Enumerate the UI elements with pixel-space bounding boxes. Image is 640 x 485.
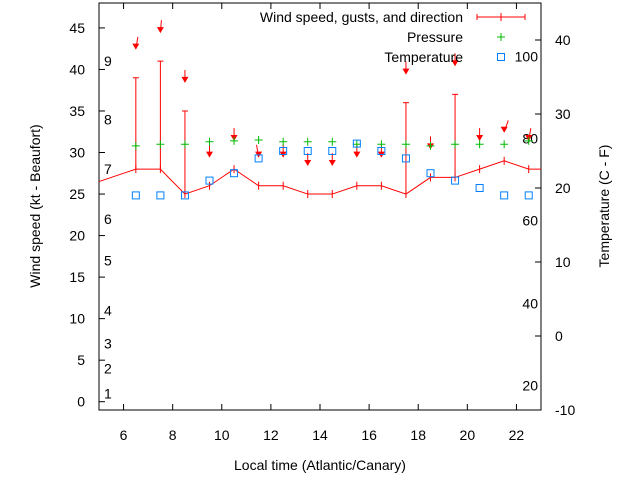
x-tick-label: 22	[509, 427, 525, 443]
wind-speed-line	[98, 160, 541, 195]
pressure-point	[377, 140, 386, 149]
wind-direction-arrowhead	[304, 159, 312, 166]
legend-label-temperature: Temperature	[384, 49, 463, 65]
x-tick-label: 18	[410, 427, 426, 443]
beaufort-label: 3	[104, 336, 112, 352]
wind-direction-arrowhead	[181, 76, 189, 83]
y-tick-label: 10	[69, 311, 85, 327]
temperature-point	[524, 191, 533, 200]
y-tick-label: 20	[69, 228, 85, 244]
legend-pressure-marker	[497, 33, 505, 41]
pressure-point	[156, 140, 165, 149]
temperature-point	[131, 191, 140, 200]
y2-tick-label: 20	[555, 180, 571, 196]
pressure-point	[180, 140, 189, 149]
temperature-point	[451, 176, 460, 185]
beaufort-label: 5	[104, 252, 112, 268]
x-tick-label: 6	[120, 427, 128, 443]
x-tick-label: 16	[361, 427, 377, 443]
plot-frame	[98, 2, 542, 411]
beaufort-label: 1	[104, 385, 112, 401]
pressure-point	[303, 137, 312, 146]
temperature-point	[328, 147, 337, 155]
y-axis-label: Wind speed (kt - Beaufort)	[27, 124, 43, 287]
x-tick-label: 20	[460, 427, 476, 443]
beaufort-label: 9	[104, 53, 112, 69]
temperature-point	[500, 191, 509, 200]
pressure-point	[500, 140, 509, 149]
beaufort-label: 6	[104, 211, 112, 227]
wind-direction-arrowhead	[206, 151, 213, 158]
pressure-point	[451, 140, 460, 149]
temperature-point	[426, 169, 435, 178]
y-tick-label: 45	[69, 20, 85, 36]
x-tick-label: 10	[214, 427, 230, 443]
wind-direction-arrowhead	[402, 68, 410, 75]
temperature-point	[180, 191, 189, 200]
temperature-point	[230, 169, 239, 178]
legend-temperature-marker	[497, 53, 505, 61]
y-tick-label: 40	[69, 61, 85, 77]
y-tick-label: 5	[77, 352, 85, 368]
y2-tick-label: 40	[555, 32, 571, 48]
y2-axis-label: Temperature (C - F)	[596, 145, 612, 268]
wind-direction-arrowhead	[156, 27, 164, 34]
pressure-point	[426, 141, 435, 150]
y-tick-label: 0	[77, 394, 85, 410]
pressure-point	[328, 137, 337, 146]
pressure-point	[131, 141, 140, 150]
y-tick-label: 30	[69, 145, 85, 161]
pressure-point	[401, 140, 410, 149]
beaufort-label: 8	[104, 111, 112, 127]
y2-tick-label: 30	[555, 106, 571, 122]
temperature-point	[254, 154, 263, 163]
fahrenheit-label: 80	[522, 130, 538, 146]
x-tick-label: 14	[312, 427, 328, 443]
temperature-point	[205, 176, 214, 185]
y-tick-label: 15	[69, 269, 85, 285]
temperature-point	[303, 147, 312, 155]
pressure-point	[230, 136, 239, 145]
beaufort-label: 4	[104, 302, 112, 318]
wind-direction-arrowhead	[500, 126, 508, 133]
wind-direction-arrowhead	[476, 135, 484, 142]
fahrenheit-label: 100	[515, 48, 539, 64]
legend-label-wind: Wind speed, gusts, and direction	[260, 9, 463, 25]
y2-tick-label: 10	[555, 254, 571, 270]
x-axis-label: Local time (Atlantic/Canary)	[234, 457, 406, 473]
temperature-point	[352, 139, 361, 148]
fahrenheit-label: 40	[522, 295, 538, 311]
pressure-point	[475, 140, 484, 149]
beaufort-label: 2	[104, 360, 112, 376]
pressure-point	[524, 136, 533, 145]
temperature-point	[377, 147, 386, 155]
x-tick-label: 12	[263, 427, 279, 443]
y2-tick-label: -10	[555, 402, 575, 418]
beaufort-label: 7	[104, 161, 112, 177]
fahrenheit-label: 60	[522, 213, 538, 229]
wind-direction-arrowhead	[328, 159, 336, 166]
temperature-point	[475, 184, 484, 192]
temperature-point	[156, 191, 165, 200]
pressure-point	[205, 137, 214, 146]
wind-direction-arrowhead	[353, 151, 361, 158]
wind-direction-arrowhead	[451, 60, 459, 67]
temperature-point	[401, 154, 410, 163]
pressure-point	[254, 136, 263, 145]
y-tick-label: 25	[69, 186, 85, 202]
temperature-point	[279, 147, 288, 155]
y-tick-label: 35	[69, 103, 85, 119]
y2-tick-label: 0	[555, 328, 563, 344]
fahrenheit-label: 20	[522, 378, 538, 394]
pressure-point	[279, 137, 288, 146]
legend-label-pressure: Pressure	[407, 29, 463, 45]
wind-direction-arrowhead	[132, 43, 140, 50]
x-tick-label: 8	[169, 427, 177, 443]
